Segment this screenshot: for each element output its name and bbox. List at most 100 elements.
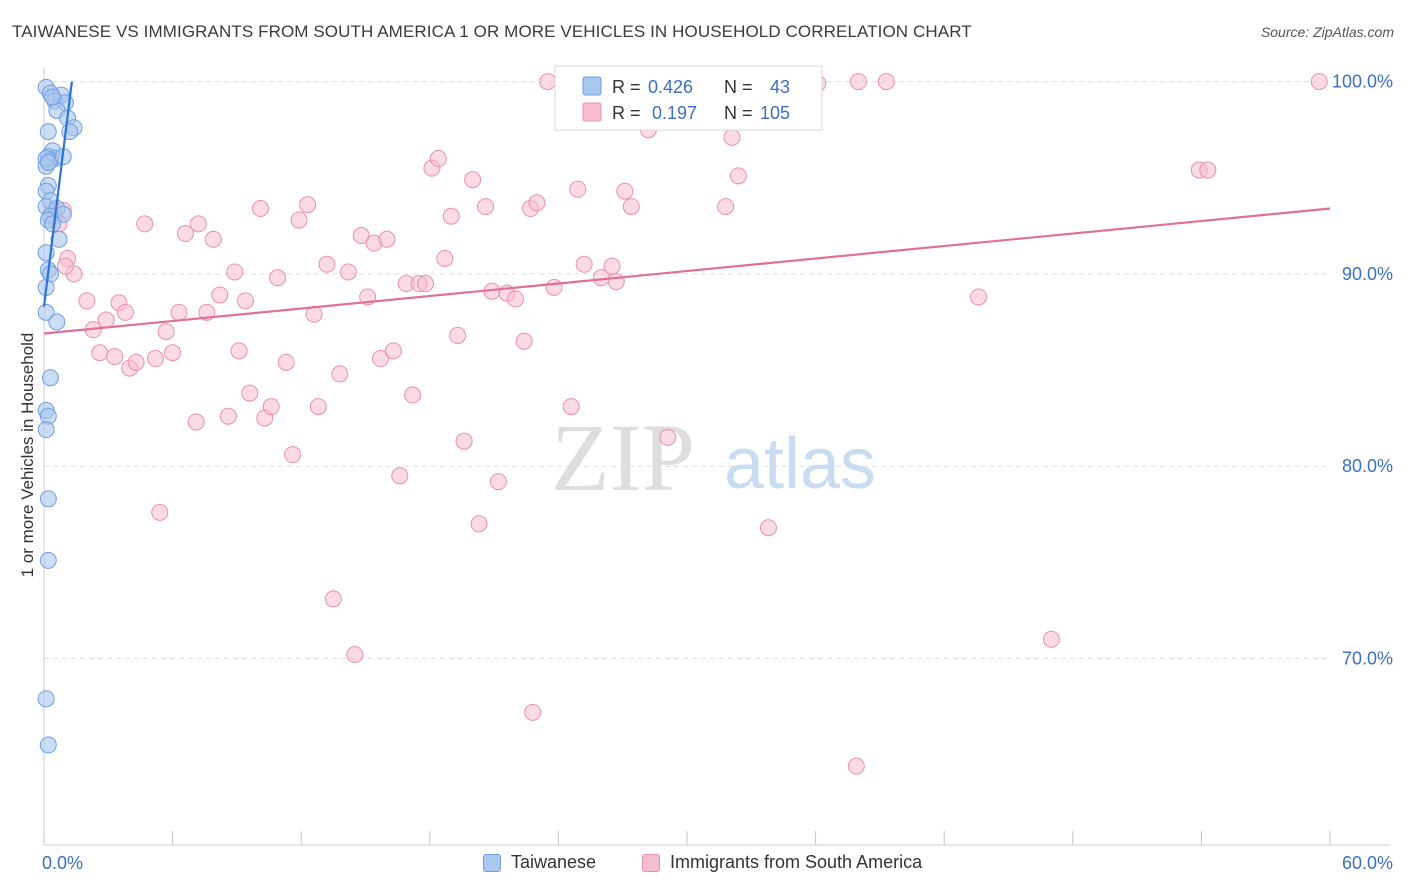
- legend-item-taiwanese: Taiwanese: [483, 852, 596, 873]
- data-point-south-america: [442, 207, 460, 225]
- data-point-south-america: [969, 288, 987, 306]
- data-point-south-america: [299, 196, 317, 214]
- data-point-south-america: [723, 128, 741, 146]
- legend-swatch-taiwanese: [483, 853, 501, 872]
- data-point-south-america: [346, 646, 364, 664]
- data-point-south-america: [622, 198, 640, 216]
- y-tick-label: 70.0%: [1342, 648, 1393, 668]
- data-point-south-america: [449, 326, 467, 344]
- legend-top: R = 0.426 N = 43 R = 0.197 N = 105: [554, 65, 823, 131]
- tick-labels: 100.0% 90.0% 80.0% 70.0% 0.0% 60.0%: [42, 72, 1393, 873]
- data-point-taiwanese: [37, 303, 55, 321]
- data-point-taiwanese: [41, 265, 59, 283]
- data-point-south-america: [1199, 161, 1217, 179]
- data-point-south-america: [146, 350, 164, 368]
- data-point-south-america: [717, 198, 735, 216]
- data-point-south-america: [470, 515, 488, 533]
- watermark-zip: ZIP: [551, 404, 695, 511]
- data-point-south-america: [151, 503, 169, 521]
- data-point-south-america: [219, 407, 237, 425]
- data-point-south-america: [91, 344, 109, 362]
- data-point-south-america: [284, 446, 302, 464]
- data-point-taiwanese: [37, 690, 55, 708]
- data-point-taiwanese: [37, 421, 55, 439]
- data-point-south-america: [127, 353, 145, 371]
- data-point-south-america: [262, 398, 280, 416]
- data-point-south-america: [106, 348, 124, 366]
- trend-line-taiwanese: [42, 81, 73, 307]
- chart-title: TAIWANESE VS IMMIGRANTS FROM SOUTH AMERI…: [12, 22, 972, 41]
- data-point-taiwanese: [41, 369, 59, 387]
- data-point-south-america: [575, 255, 593, 273]
- data-point-south-america: [136, 215, 154, 233]
- data-point-south-america: [464, 171, 482, 189]
- data-point-south-america: [877, 73, 895, 91]
- data-point-south-america: [539, 73, 557, 91]
- data-point-south-america: [164, 344, 182, 362]
- data-point-south-america: [507, 290, 525, 308]
- y-tick-label: 80.0%: [1342, 456, 1393, 476]
- data-point-south-america: [204, 230, 222, 248]
- data-point-south-america: [759, 519, 777, 537]
- data-point-south-america: [236, 292, 254, 310]
- data-point-south-america: [378, 230, 396, 248]
- data-point-south-america: [849, 73, 867, 91]
- data-point-south-america: [436, 250, 454, 268]
- watermark: ZIP atlas: [551, 404, 876, 511]
- data-point-south-america: [603, 257, 621, 275]
- legend-n-value-1: 43: [770, 77, 790, 97]
- gridlines: [44, 81, 1330, 659]
- series-south-america-points: [44, 73, 1328, 775]
- data-point-taiwanese: [39, 490, 57, 508]
- series-taiwanese-points: [37, 78, 83, 754]
- data-point-south-america: [211, 286, 229, 304]
- y-tick-label: 90.0%: [1342, 264, 1393, 284]
- data-point-taiwanese: [39, 123, 57, 141]
- data-point-south-america: [391, 467, 409, 485]
- data-point-south-america: [562, 398, 580, 416]
- legend-r-value-1: 0.426: [648, 77, 693, 97]
- data-point-south-america: [384, 342, 402, 360]
- legend-item-south-america: Immigrants from South America: [642, 852, 922, 873]
- legend-label-taiwanese: Taiwanese: [511, 852, 597, 872]
- data-point-south-america: [1042, 630, 1060, 648]
- data-point-south-america: [56, 257, 74, 275]
- data-point-south-america: [352, 226, 370, 244]
- data-point-south-america: [116, 303, 134, 321]
- x-tick-label: 0.0%: [42, 853, 83, 873]
- data-point-south-america: [324, 590, 342, 608]
- legend-r-label-1: R =: [612, 77, 641, 97]
- data-point-south-america: [524, 703, 542, 721]
- data-point-taiwanese: [39, 153, 57, 171]
- legend-top-swatch-south-america: [582, 102, 602, 122]
- data-point-taiwanese: [50, 230, 68, 248]
- data-point-taiwanese: [39, 736, 57, 754]
- axes: [43, 68, 1390, 846]
- data-point-south-america: [515, 332, 533, 350]
- data-point-south-america: [489, 473, 507, 491]
- data-point-south-america: [372, 350, 390, 368]
- data-point-south-america: [339, 263, 357, 281]
- data-point-south-america: [417, 275, 435, 293]
- data-point-south-america: [97, 311, 115, 329]
- data-point-south-america: [616, 182, 634, 200]
- data-point-south-america: [1310, 73, 1328, 91]
- data-point-south-america: [331, 365, 349, 383]
- legend-top-swatch-taiwanese: [582, 76, 602, 96]
- data-point-south-america: [545, 278, 563, 296]
- x-tick-label: 60.0%: [1342, 853, 1393, 873]
- data-point-south-america: [847, 757, 865, 775]
- watermark-atlas: atlas: [724, 424, 876, 504]
- data-point-taiwanese: [48, 313, 66, 331]
- data-point-south-america: [455, 432, 473, 450]
- data-point-south-america: [607, 273, 625, 291]
- data-point-south-america: [230, 342, 248, 360]
- data-point-south-america: [569, 180, 587, 198]
- data-point-south-america: [290, 211, 308, 229]
- data-point-south-america: [477, 198, 495, 216]
- legend-label-south-america: Immigrants from South America: [670, 852, 923, 872]
- data-point-south-america: [157, 323, 175, 341]
- legend-n-label-1: N =: [724, 77, 753, 97]
- data-point-south-america: [226, 263, 244, 281]
